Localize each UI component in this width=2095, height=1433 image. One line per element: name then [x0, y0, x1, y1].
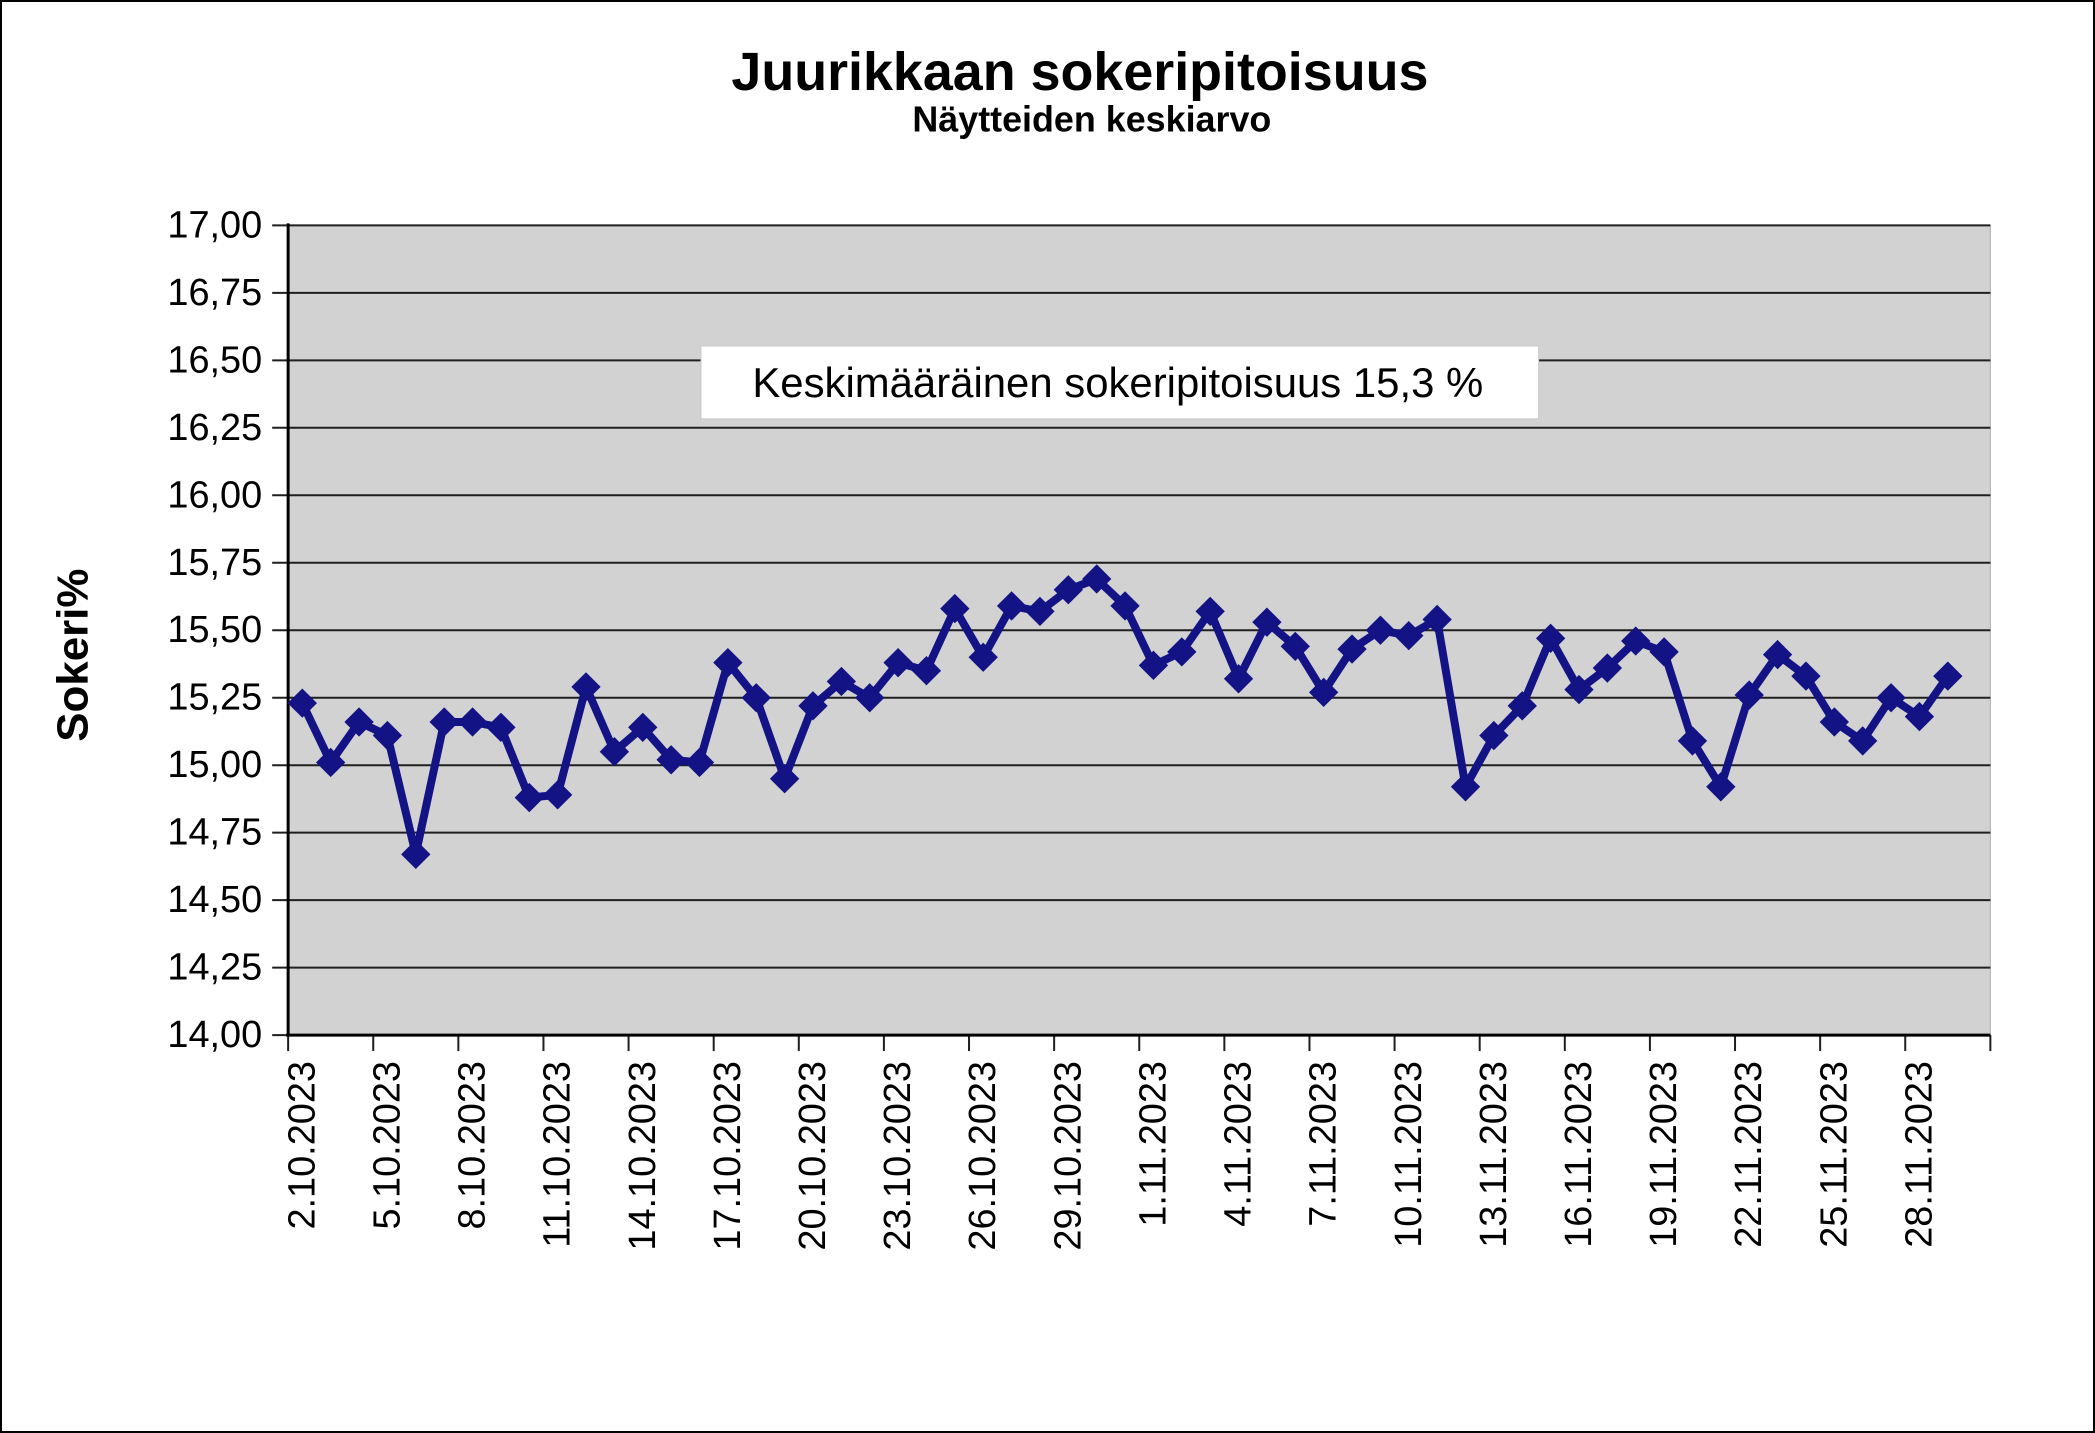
x-axis-tick-label: 16.11.2023: [1558, 1061, 1600, 1248]
x-axis-tick-label: 17.10.2023: [707, 1061, 749, 1251]
x-axis-tick-label: 2.10.2023: [281, 1061, 323, 1230]
x-axis-tick-label: 11.10.2023: [537, 1061, 579, 1248]
x-axis-tick-labels: 2.10.2023 5.10.2023 8.10.2023 11.10.2023 14.…: [281, 1061, 1940, 1251]
y-axis-tick-label: 17,00: [167, 204, 262, 246]
y-axis-tick-label: 15,00: [167, 744, 262, 786]
annotation-text: Keskimääräinen sokeripitoisuus 15,3 %: [752, 359, 1483, 406]
data-series-sokeri: [287, 564, 1963, 869]
y-axis-tick-label: 15,50: [167, 609, 262, 651]
x-axis-tick-label: 4.11.2023: [1218, 1061, 1260, 1227]
chart-title: Juurikkaan sokeripitoisuus: [731, 42, 1428, 102]
y-axis-ticks: [272, 224, 289, 1037]
x-axis-ticks: [287, 1035, 1992, 1052]
x-axis-tick-label: 22.11.2023: [1728, 1061, 1770, 1248]
y-axis-title: Sokeri%: [49, 569, 98, 742]
y-axis-tick-label: 16,25: [167, 407, 262, 449]
annotation-box: [700, 345, 1540, 420]
y-axis-tick-label: 14,50: [167, 879, 262, 921]
x-axis-tick-label: 10.11.2023: [1388, 1061, 1430, 1248]
x-axis-tick-label: 7.11.2023: [1303, 1061, 1345, 1227]
chart-subtitle: Näytteiden keskiarvo: [912, 100, 1271, 140]
y-axis-tick-label: 14,75: [167, 812, 262, 854]
y-axis-tick-labels: 14,00 14,25 14,50 14,75 15,00 15,25 15,50 15,75…: [167, 204, 262, 1056]
x-axis-tick-label: 28.11.2023: [1898, 1061, 1940, 1248]
y-axis-tick-label: 14,00: [167, 1014, 262, 1056]
x-axis-tick-label: 25.11.2023: [1813, 1061, 1855, 1248]
x-axis-tick-label: 5.10.2023: [366, 1061, 408, 1230]
y-axis-tick-label: 16,50: [167, 339, 262, 381]
x-axis-tick-label: 8.10.2023: [452, 1061, 494, 1230]
x-axis-tick-label: 26.10.2023: [962, 1061, 1004, 1251]
data-point-markers: [287, 564, 1963, 869]
x-axis-tick-label: 23.10.2023: [877, 1061, 919, 1251]
y-axis-tick-label: 15,25: [167, 677, 262, 719]
y-axis-tick-label: 16,75: [167, 272, 262, 314]
y-axis-tick-label: 16,00: [167, 474, 262, 516]
x-axis-tick-label: 19.11.2023: [1643, 1061, 1685, 1248]
x-axis-tick-label: 14.10.2023: [622, 1061, 664, 1251]
y-axis-tick-label: 15,75: [167, 542, 262, 584]
x-axis-tick-label: 20.10.2023: [792, 1061, 834, 1251]
x-axis-tick-label: 1.11.2023: [1132, 1061, 1174, 1227]
x-axis-tick-label: 13.11.2023: [1473, 1061, 1515, 1248]
y-axis-tick-label: 14,25: [167, 947, 262, 989]
x-axis-tick-label: 29.10.2023: [1047, 1061, 1089, 1251]
